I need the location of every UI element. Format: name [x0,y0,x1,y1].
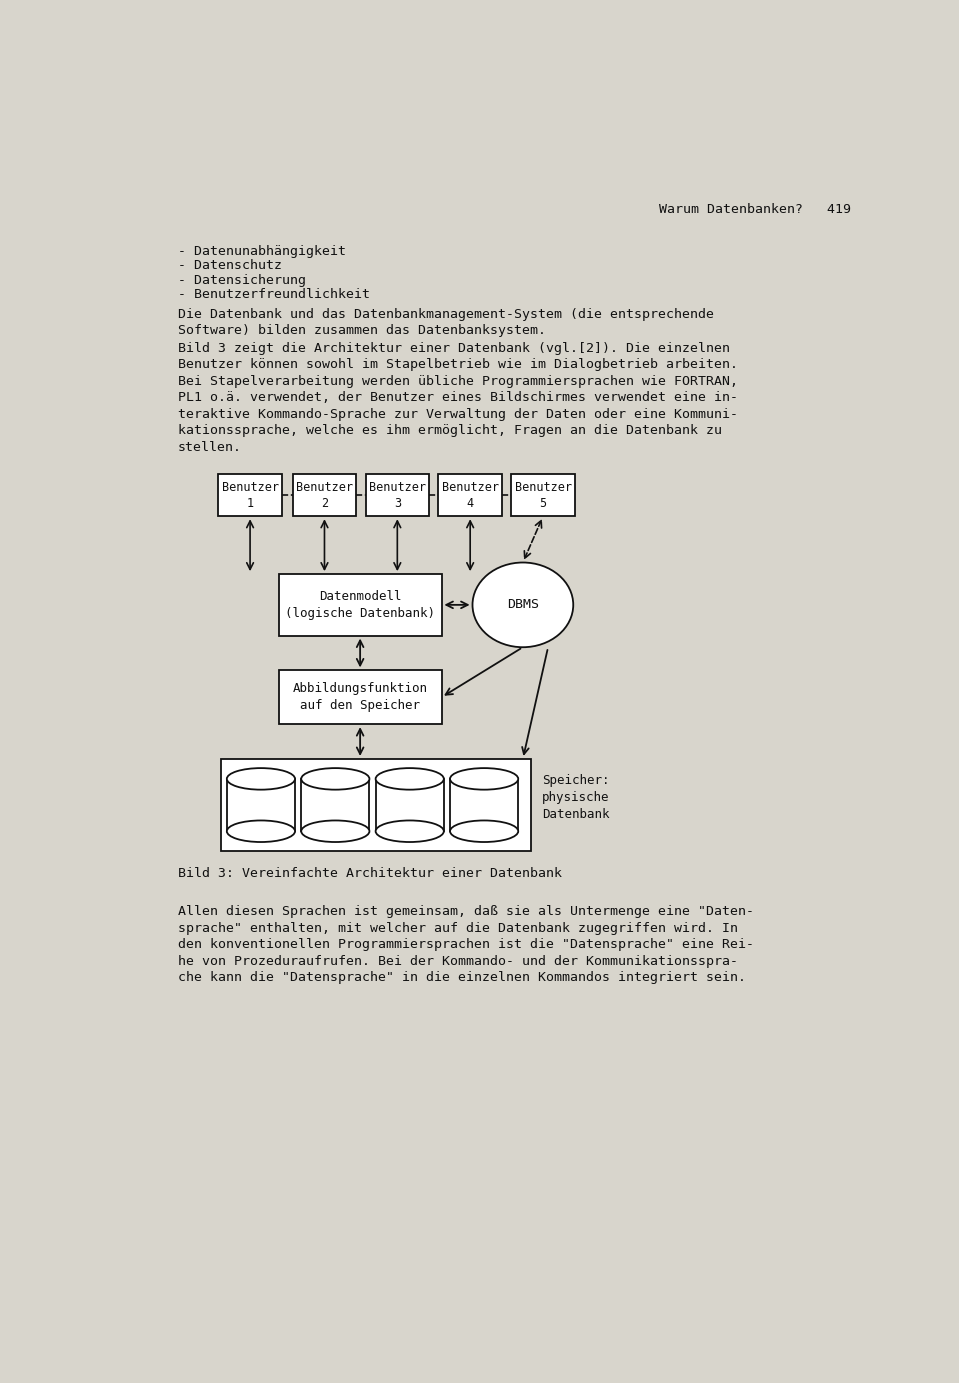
Text: - Benutzerfreundlichkeit: - Benutzerfreundlichkeit [178,289,370,301]
Text: Bild 3: Vereinfachte Architektur einer Datenbank: Bild 3: Vereinfachte Architektur einer D… [178,867,562,880]
Text: - Datenschutz: - Datenschutz [178,259,282,272]
Ellipse shape [227,820,295,842]
Bar [221,759,530,852]
Text: Benutzer
2: Benutzer 2 [296,481,353,509]
Bar [511,474,574,516]
Ellipse shape [450,768,518,790]
Text: Benutzer
4: Benutzer 4 [442,481,499,509]
Text: Speicher:
physische
Datenbank: Speicher: physische Datenbank [542,774,610,822]
Bar [292,474,356,516]
Bar [279,671,441,725]
Text: Bild 3 zeigt die Architektur einer Datenbank (vgl.[2]). Die einzelnen
Benutzer k: Bild 3 zeigt die Architektur einer Daten… [178,342,738,454]
Text: - Datenunabhängigkeit: - Datenunabhängigkeit [178,245,346,257]
Ellipse shape [227,768,295,790]
Text: Allen diesen Sprachen ist gemeinsam, daß sie als Untermenge eine "Daten-
sprache: Allen diesen Sprachen ist gemeinsam, daß… [178,904,754,985]
Bar [438,474,502,516]
Bar [219,474,282,516]
Ellipse shape [376,768,444,790]
Text: Warum Datenbanken?   419: Warum Datenbanken? 419 [660,203,852,216]
Text: Benutzer
3: Benutzer 3 [369,481,426,509]
Bar [365,474,429,516]
Ellipse shape [301,768,369,790]
Ellipse shape [376,820,444,842]
Ellipse shape [301,820,369,842]
Text: Abbildungsfunktion
auf den Speicher: Abbildungsfunktion auf den Speicher [292,682,428,712]
Text: Die Datenbank und das Datenbankmanagement-System (die entsprechende
Software) bi: Die Datenbank und das Datenbankmanagemen… [178,307,714,337]
Text: Benutzer
5: Benutzer 5 [515,481,572,509]
Text: Benutzer
1: Benutzer 1 [222,481,278,509]
Bar [279,574,441,636]
Text: - Datensicherung: - Datensicherung [178,274,306,286]
Text: DBMS: DBMS [507,599,539,611]
Ellipse shape [473,563,573,647]
Ellipse shape [450,820,518,842]
Text: Datenmodell
(logische Datenbank): Datenmodell (logische Datenbank) [285,591,435,620]
